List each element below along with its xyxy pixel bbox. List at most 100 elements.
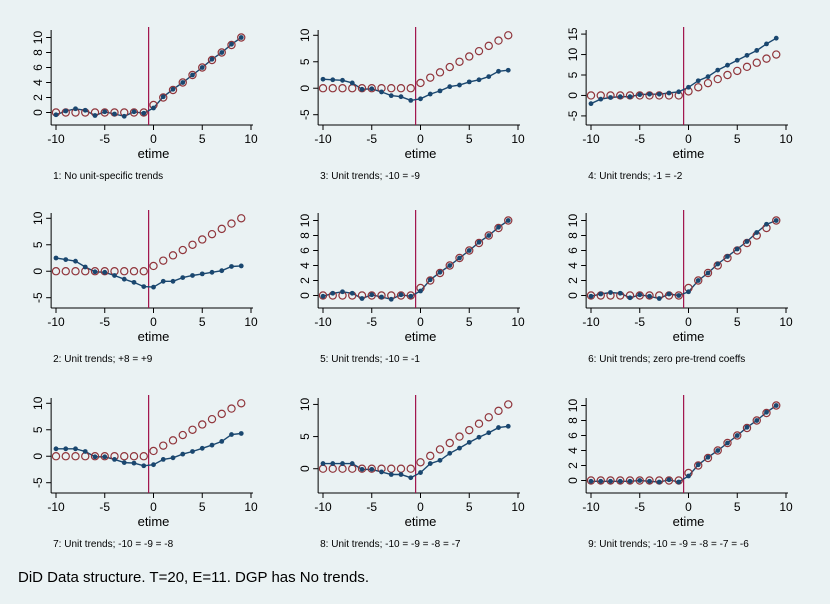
estimate-point: [102, 454, 108, 460]
y-tick-label: 4: [298, 262, 312, 269]
estimate-point: [627, 478, 633, 484]
estimate-point: [744, 52, 750, 58]
panel-title: 1: No unit-specific trends: [53, 171, 163, 182]
estimate-point: [320, 76, 326, 82]
true-effect-point: [71, 267, 80, 276]
true-effect-point: [100, 108, 109, 117]
estimate-point: [447, 84, 453, 90]
true-effect-point: [616, 476, 625, 485]
y-tick-label: 2: [31, 94, 45, 101]
true-effect-point: [703, 268, 713, 278]
x-tick-label: 10: [511, 500, 525, 514]
true-effect-point: [207, 229, 217, 239]
estimate-point: [408, 98, 414, 103]
true-effect-point: [139, 108, 148, 117]
estimate-point: [505, 423, 511, 429]
true-effect-point: [742, 62, 752, 72]
x-tick-label: 5: [199, 132, 206, 146]
true-effect-point: [139, 452, 148, 461]
y-tick-label: 8: [566, 417, 580, 424]
true-effect-point: [674, 291, 683, 300]
x-tick-label: -10: [582, 315, 600, 329]
estimate-point: [151, 462, 156, 468]
estimate-point: [82, 449, 88, 454]
estimate-point: [686, 289, 691, 295]
estimate-point: [705, 454, 711, 460]
estimate-point: [398, 94, 404, 100]
estimate-point: [209, 442, 215, 448]
y-tick-label: 6: [298, 247, 312, 254]
true-effect-point: [772, 50, 781, 59]
true-effect-point: [348, 84, 357, 93]
x-tick-label: 10: [511, 315, 525, 329]
true-effect-point: [198, 420, 207, 429]
x-tick-label: -10: [314, 315, 332, 329]
true-effect-point: [694, 461, 703, 470]
estimate-point: [53, 112, 59, 118]
panel-title: 2: Unit trends; +8 = +9: [53, 354, 153, 365]
true-effect-point: [168, 436, 178, 445]
true-effect-point: [198, 235, 207, 244]
y-tick-label: 6: [566, 247, 580, 254]
y-tick-label: 6: [31, 64, 45, 71]
estimate-point: [437, 88, 443, 94]
y-tick-label: 4: [566, 262, 580, 269]
true-effect-point: [494, 406, 503, 416]
estimate-point: [388, 93, 394, 99]
estimate-point: [686, 473, 691, 479]
true-effect-point: [435, 268, 445, 278]
panel-7: -10 -5 0 5 10 -5 0 5 10 etime 7: Unit trends; -10 …: [31, 395, 258, 550]
estimate-point: [754, 48, 760, 53]
estimate-point: [418, 470, 423, 475]
true-effect-point: [338, 84, 347, 93]
estimate-point: [82, 107, 88, 113]
x-tick-label: -5: [634, 500, 645, 514]
estimate-point: [637, 478, 643, 483]
true-effect-point: [338, 464, 347, 473]
y-tick-label: 2: [566, 462, 580, 469]
estimate-point: [53, 446, 59, 452]
x-axis-label: etime: [405, 329, 437, 344]
estimate-point: [229, 432, 234, 437]
true-effect-point: [416, 78, 425, 88]
true-effect-point: [367, 464, 376, 473]
x-tick-label: 10: [779, 315, 793, 329]
estimate-point: [676, 293, 682, 298]
estimate-point: [486, 74, 492, 79]
y-tick-label: 6: [566, 432, 580, 439]
estimate-point: [121, 113, 127, 119]
estimate-point: [369, 86, 375, 92]
estimate-point: [131, 460, 137, 466]
true-effect-point: [129, 108, 139, 117]
true-effect-point: [426, 73, 435, 82]
estimate-point: [608, 95, 613, 100]
estimate-point: [219, 439, 225, 444]
y-tick-label: 5: [31, 241, 45, 248]
true-effect-point: [694, 276, 703, 285]
estimate-point: [676, 479, 682, 485]
estimate-point: [219, 50, 225, 55]
estimate-point: [695, 278, 701, 283]
true-effect-point: [435, 445, 445, 454]
true-effect-point: [635, 91, 644, 100]
estimate-point: [764, 409, 769, 415]
true-effect-point: [159, 93, 168, 102]
y-tick-label: 8: [298, 232, 312, 239]
estimate-point: [476, 434, 482, 440]
true-effect-point: [90, 267, 100, 276]
panel-title: 7: Unit trends; -10 = -9 = -8: [53, 539, 173, 550]
estimate-point: [63, 257, 69, 262]
x-tick-label: 0: [685, 132, 692, 146]
estimate-point: [437, 269, 443, 275]
panel-title: 4: Unit trends; -1 = -2: [588, 171, 683, 182]
true-effect-point: [328, 84, 337, 93]
estimate-point: [340, 77, 345, 83]
y-tick-label: 0: [31, 268, 45, 275]
x-tick-label: 0: [685, 500, 692, 514]
estimate-point: [379, 469, 384, 475]
estimate-point: [496, 224, 501, 230]
true-effect-point: [357, 84, 367, 93]
estimate-point: [773, 218, 779, 223]
true-effect-point: [484, 41, 493, 51]
